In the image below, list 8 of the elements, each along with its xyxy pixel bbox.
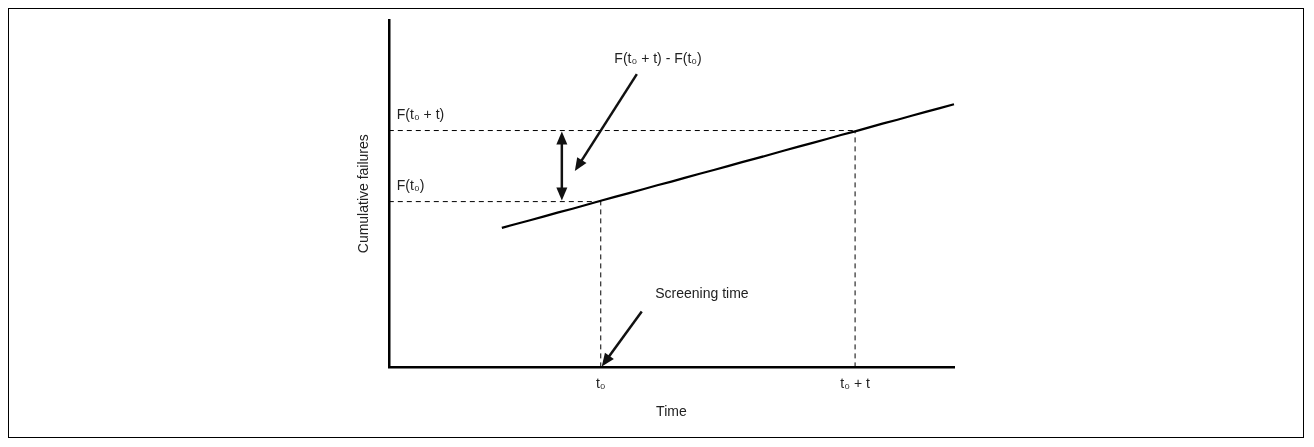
annotation: Screening time — [655, 285, 749, 302]
text: F(t₀ + t) - F(t₀) — [614, 50, 702, 67]
y-axis-title: Cumulative failures — [355, 134, 372, 254]
x-tick-label: t₀ — [595, 374, 606, 391]
ref-line-label: F(t₀ + t) — [396, 106, 445, 123]
x-tick-label: t₀ + t — [840, 374, 870, 391]
x-axis-title: Time — [656, 403, 687, 420]
ref-line-label: F(t₀) — [396, 177, 425, 194]
